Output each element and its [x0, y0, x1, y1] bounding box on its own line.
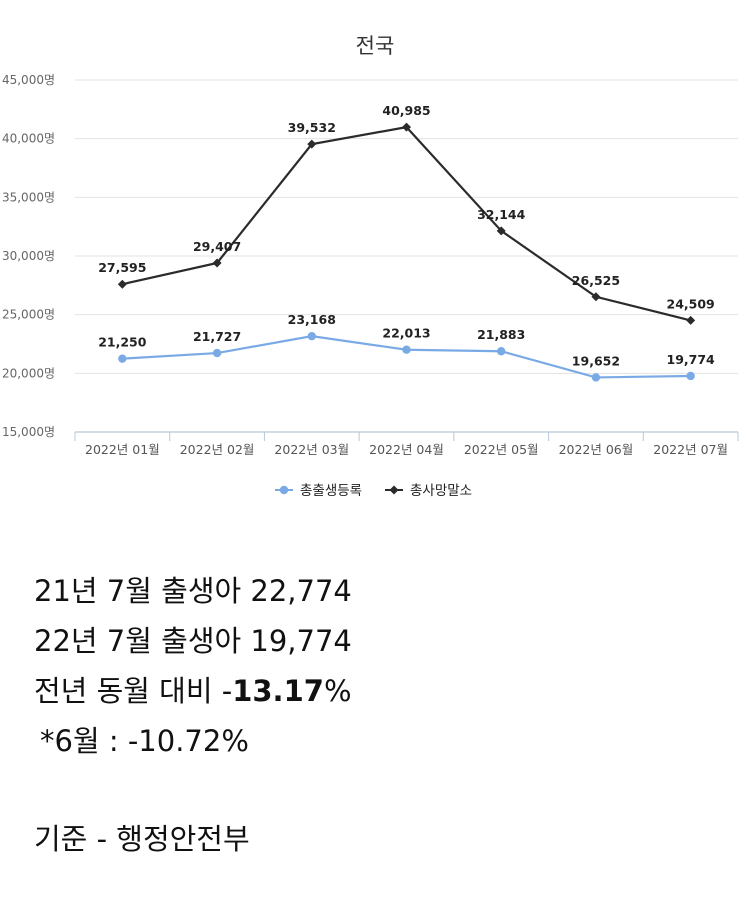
data-label: 27,595: [98, 260, 146, 275]
data-point: [212, 258, 222, 268]
data-label: 21,250: [98, 335, 147, 350]
note-this-year-births: 22년 7월 출생아 19,774: [34, 624, 352, 658]
data-point: [591, 373, 601, 382]
data-point: [686, 315, 696, 325]
data-label: 19,652: [572, 353, 620, 368]
legend-label: 총사망말소: [410, 483, 472, 499]
data-label: 39,532: [288, 120, 336, 135]
x-tick-label: 2022년 01월: [85, 442, 160, 457]
data-point: [686, 371, 695, 381]
y-tick-label: 30,000명: [2, 249, 55, 263]
legend-marker: [279, 485, 289, 495]
legend-marker: [389, 485, 399, 495]
data-label: 40,985: [382, 103, 430, 118]
x-tick-label: 2022년 06월: [559, 442, 634, 457]
data-point: [118, 354, 127, 363]
line-chart: 전국 45,000명 40,000명 35,000명 30,000명 25,000명 20,…: [2, 34, 739, 499]
data-label: 21,727: [193, 329, 241, 344]
x-tick-label: 2022년 05월: [464, 442, 539, 457]
data-point: [496, 226, 506, 236]
notes-block: 21년 7월 출생아 22,774 22년 7월 출생아 19,774 전년 동…: [34, 566, 352, 864]
y-tick-label: 15,000명: [2, 425, 55, 439]
data-point: [497, 347, 506, 356]
x-tick-label: 2022년 02월: [180, 442, 255, 457]
x-tick-label: 2022년 07월: [653, 442, 728, 457]
data-label: 26,525: [572, 273, 620, 288]
note-source: 기준 - 행정안전부: [34, 822, 250, 856]
legend-label: 총출생등록: [300, 483, 362, 499]
data-point: [591, 292, 601, 302]
data-label: 32,144: [477, 207, 526, 222]
data-point: [117, 279, 127, 289]
data-point: [402, 345, 411, 354]
data-label: 21,883: [477, 327, 525, 342]
data-label: 24,509: [667, 296, 715, 311]
data-label: 19,774: [667, 352, 716, 367]
y-tick-label: 40,000명: [2, 132, 55, 146]
y-tick-label: 25,000명: [2, 308, 55, 322]
y-tick-label: 35,000명: [2, 190, 55, 204]
data-point: [307, 331, 316, 341]
data-point: [212, 348, 222, 358]
chart-container: 전국 45,000명 40,000명 35,000명 30,000명 25,000명 20,…: [2, 34, 739, 499]
note-yoy-change: 전년 동월 대비 -13.17%: [34, 666, 352, 716]
y-tick-label: 20,000명: [2, 366, 55, 380]
data-point: [307, 139, 317, 149]
x-tick-label: 2022년 04월: [369, 442, 444, 457]
x-tick-label: 2022년 03월: [274, 442, 349, 457]
data-label: 23,168: [288, 312, 336, 327]
data-point: [402, 122, 411, 132]
note-yoy-suffix: %: [323, 674, 352, 708]
note-yoy-prefix: 전년 동월 대비 -: [34, 674, 233, 708]
y-tick-label: 45,000명: [2, 73, 55, 87]
series-line-2: [122, 125, 691, 322]
note-june-change: *6월 : -10.72%: [40, 724, 249, 758]
note-last-year-births: 21년 7월 출생아 22,774: [34, 574, 352, 608]
data-label: 22,013: [382, 326, 430, 341]
chart-title: 전국: [356, 34, 395, 58]
note-yoy-value: 13.17: [232, 674, 324, 708]
data-label: 29,407: [193, 239, 241, 254]
